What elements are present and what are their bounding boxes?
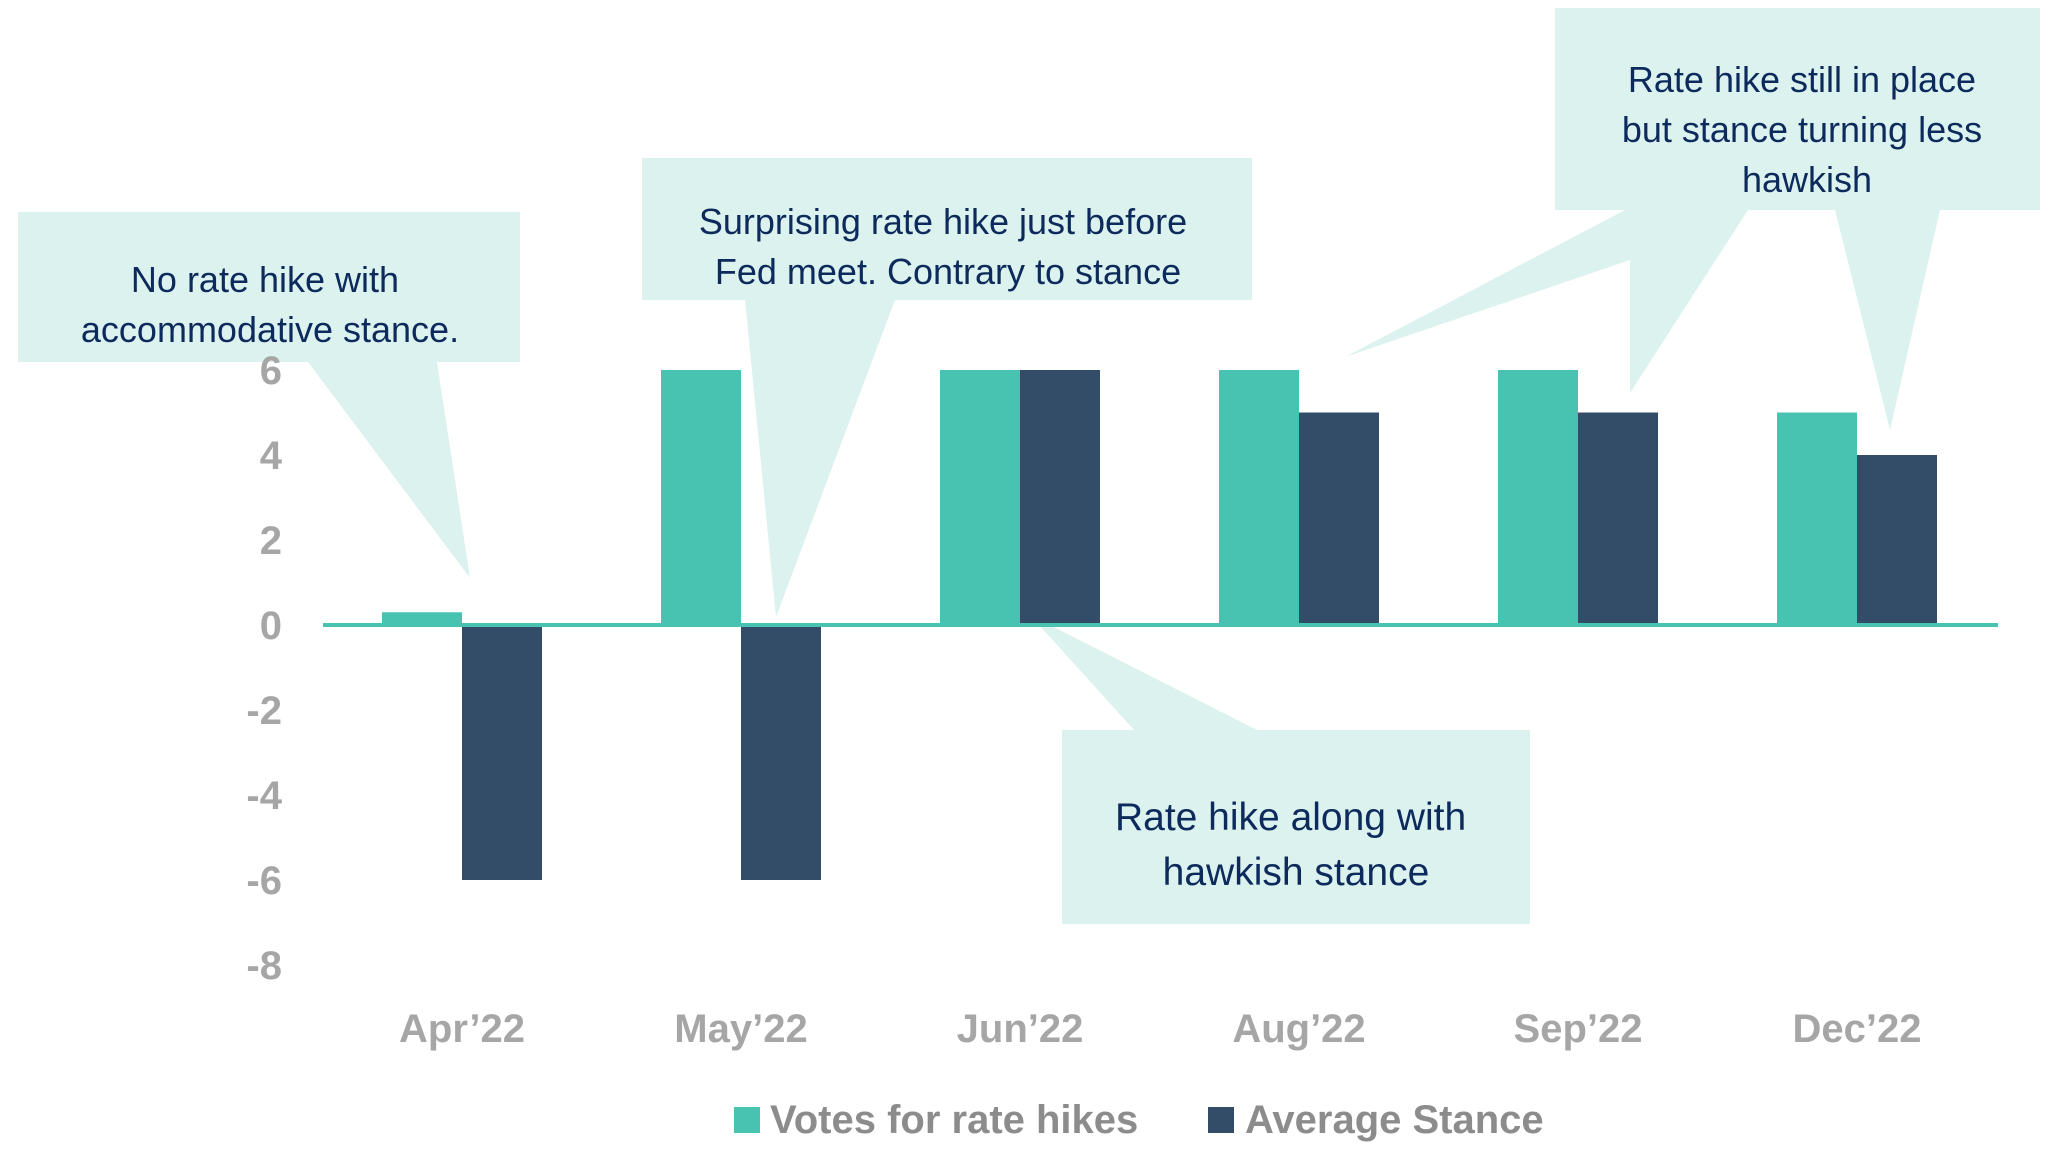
y-tick-label: 6 bbox=[260, 349, 282, 393]
bar-average-stance-5 bbox=[1857, 455, 1937, 625]
y-tick-label: -2 bbox=[246, 689, 282, 733]
legend-label-votes: Votes for rate hikes bbox=[770, 1098, 1138, 1142]
bar-votes-for-rate-hikes-3 bbox=[1219, 370, 1299, 625]
y-tick-label: 0 bbox=[260, 604, 282, 648]
bar-average-stance-4 bbox=[1578, 412, 1658, 625]
callout-jun-shape bbox=[1030, 615, 1530, 924]
plot-area: 6 4 2 0 -2 -4 -6 -8 Apr’22 May’22 Jun’22 Aug’22 Sep’… bbox=[246, 349, 1998, 1051]
bar-votes-for-rate-hikes-1 bbox=[661, 370, 741, 625]
annotation-late: Rate hike still in place but stance turn… bbox=[1622, 59, 1992, 200]
bar-average-stance-3 bbox=[1299, 412, 1379, 625]
y-tick-label: -8 bbox=[246, 944, 282, 988]
annotation-apr-line-2: accommodative stance. bbox=[81, 309, 459, 350]
y-tick-label: -4 bbox=[246, 774, 282, 818]
annotation-may: Surprising rate hike just before Fed mee… bbox=[699, 201, 1197, 292]
x-tick-label: Apr’22 bbox=[399, 1007, 525, 1051]
legend-swatch-stance bbox=[1208, 1107, 1234, 1133]
x-tick-label: Aug’22 bbox=[1232, 1007, 1365, 1051]
bar-votes-for-rate-hikes-2 bbox=[940, 370, 1020, 625]
callout-shapes bbox=[18, 8, 2040, 924]
y-tick-label: -6 bbox=[246, 859, 282, 903]
bar-average-stance-0 bbox=[462, 625, 542, 880]
annotations: No rate hike with accommodative stance. … bbox=[81, 59, 1992, 894]
annotation-jun: Rate hike along with hawkish stance bbox=[1115, 796, 1477, 894]
annotation-apr: No rate hike with accommodative stance. bbox=[81, 259, 459, 350]
annotation-late-line-1: Rate hike still in place bbox=[1628, 59, 1976, 100]
annotation-may-line-2: Fed meet. Contrary to stance bbox=[715, 251, 1181, 292]
annotation-jun-line-1: Rate hike along with bbox=[1115, 796, 1466, 839]
y-tick-label: 2 bbox=[260, 519, 282, 563]
callout-apr-shape bbox=[18, 212, 520, 578]
callout-may-shape bbox=[642, 158, 1252, 617]
bar-votes-for-rate-hikes-0 bbox=[382, 612, 462, 625]
bar-votes-for-rate-hikes-4 bbox=[1498, 370, 1578, 625]
y-tick-label: 4 bbox=[260, 434, 283, 478]
callout-late-shape bbox=[1345, 8, 2040, 430]
legend: Votes for rate hikes Average Stance bbox=[734, 1098, 1544, 1142]
bar-average-stance-2 bbox=[1020, 370, 1100, 625]
annotation-apr-line-1: No rate hike with bbox=[131, 259, 399, 300]
annotation-late-line-2: but stance turning less bbox=[1622, 109, 1982, 150]
x-tick-label: Jun’22 bbox=[957, 1007, 1084, 1051]
annotation-may-line-1: Surprising rate hike just before bbox=[699, 201, 1187, 242]
annotation-late-line-3: hawkish bbox=[1742, 159, 1872, 200]
legend-label-stance: Average Stance bbox=[1245, 1098, 1544, 1142]
x-tick-label: Sep’22 bbox=[1514, 1007, 1643, 1051]
bar-average-stance-1 bbox=[741, 625, 821, 880]
x-tick-label: Dec’22 bbox=[1793, 1007, 1922, 1051]
x-tick-label: May’22 bbox=[674, 1007, 807, 1051]
annotation-jun-line-2: hawkish stance bbox=[1163, 851, 1430, 894]
legend-swatch-votes bbox=[734, 1107, 760, 1133]
bar-votes-for-rate-hikes-5 bbox=[1777, 412, 1857, 625]
